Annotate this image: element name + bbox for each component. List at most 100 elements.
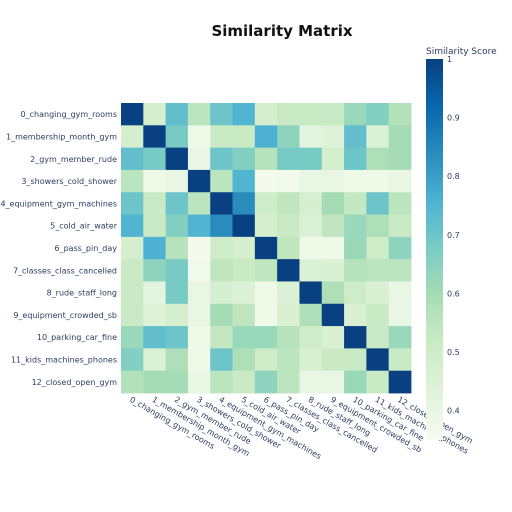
heatmap-cell <box>344 147 367 171</box>
heatmap-cell <box>121 192 144 215</box>
heatmap-cell <box>344 303 367 327</box>
heatmap-cell <box>366 147 390 171</box>
heatmap-cell <box>299 303 323 327</box>
x-axis-tick-labels: 0_changing_gym_rooms1_membership_month_g… <box>128 395 474 461</box>
heatmap-cell <box>210 147 233 171</box>
colorbar-title: Similarity Score <box>426 47 497 57</box>
heatmap-cell <box>254 169 278 193</box>
heatmap-cell <box>210 348 233 372</box>
y-tick-label: 8_rude_staff_long <box>47 289 117 298</box>
heatmap-cell <box>344 326 367 349</box>
heatmap-cell <box>388 125 412 149</box>
heatmap-cell <box>165 125 189 149</box>
heatmap-cell <box>165 281 189 305</box>
heatmap-cell <box>210 370 233 394</box>
y-tick-label: 10_parking_car_fine <box>37 333 117 342</box>
heatmap-cell <box>187 348 211 372</box>
heatmap-cell <box>165 370 189 394</box>
heatmap-cell <box>121 236 144 260</box>
heatmap-cell <box>187 103 211 126</box>
colorbar-tick-label: 0.7 <box>447 231 460 240</box>
heatmap-cell <box>232 281 256 305</box>
colorbar-tick-label: 0.9 <box>447 114 460 123</box>
heatmap-cell <box>165 147 189 171</box>
heatmap-cell <box>232 125 256 149</box>
heatmap-cell <box>344 236 367 260</box>
heatmap-cell <box>210 326 233 349</box>
heatmap-cell <box>121 103 144 126</box>
heatmap-cell <box>143 236 167 260</box>
heatmap-cell <box>254 281 278 305</box>
heatmap-cell <box>366 103 390 126</box>
heatmap-cell <box>121 370 144 394</box>
y-tick-label: 3_showers_cold_shower <box>21 177 117 186</box>
heatmap-cell <box>321 103 345 126</box>
colorbar-gradient <box>426 59 443 440</box>
heatmap-cell <box>277 259 300 282</box>
heatmap-cell <box>321 214 345 238</box>
heatmap-cell <box>344 370 367 394</box>
heatmap-cell <box>121 125 144 149</box>
heatmap-cell <box>388 326 412 349</box>
heatmap-cell <box>232 147 256 171</box>
heatmap-cell <box>299 103 323 126</box>
colorbar-tick-label: 0.8 <box>447 172 460 181</box>
heatmap-cell <box>277 303 300 327</box>
heatmap-cell <box>388 192 412 215</box>
y-tick-label: 5_cold_air_water <box>50 222 118 231</box>
heatmap-cell <box>388 236 412 260</box>
heatmap-cell <box>254 370 278 394</box>
heatmap-cell <box>143 259 167 282</box>
heatmap-cell <box>232 103 256 126</box>
heatmap-cell <box>121 348 144 372</box>
heatmap-cell <box>344 192 367 215</box>
colorbar-tick-label: 1 <box>447 55 452 64</box>
y-tick-label: 11_kids_machines_phones <box>11 356 117 365</box>
heatmap-cell <box>254 214 278 238</box>
heatmap-cell <box>254 147 278 171</box>
heatmap-cell <box>366 281 390 305</box>
y-axis-tick-labels: 0_changing_gym_rooms 1_membership_month_g… <box>0 110 117 387</box>
heatmap-cell <box>254 348 278 372</box>
colorbar-ticks: 1 0.9 0.8 0.7 0.6 0.5 0.4 <box>447 55 460 416</box>
heatmap-cell <box>344 169 367 193</box>
heatmap-cell <box>388 370 412 394</box>
heatmap-cell <box>143 125 167 149</box>
heatmap-cell <box>165 169 189 193</box>
heatmap-cell <box>165 326 189 349</box>
heatmap-cell <box>232 303 256 327</box>
heatmap-cell <box>187 281 211 305</box>
heatmap-cell <box>187 169 211 193</box>
heatmap-cell <box>277 147 300 171</box>
y-tick-label: 4_equipment_gym_machines <box>0 199 117 208</box>
heatmap-cell <box>388 348 412 372</box>
heatmap-cell <box>187 236 211 260</box>
heatmap-cell <box>165 214 189 238</box>
heatmap-cell <box>165 259 189 282</box>
heatmap-cell <box>344 348 367 372</box>
heatmap-cell <box>143 169 167 193</box>
heatmap-cell <box>210 214 233 238</box>
heatmap-cell <box>143 192 167 215</box>
heatmap-cell <box>254 192 278 215</box>
heatmap-cell <box>344 214 367 238</box>
heatmap-cell <box>165 103 189 126</box>
heatmap-cell <box>232 259 256 282</box>
heatmap-cell <box>388 169 412 193</box>
colorbar-tick-label: 0.5 <box>447 348 460 357</box>
heatmap-cell <box>299 281 323 305</box>
heatmap-cell <box>321 192 345 215</box>
heatmap-cell <box>210 236 233 260</box>
heatmap-cell <box>388 303 412 327</box>
colorbar-tick-label: 0.4 <box>447 407 460 416</box>
heatmap-cell <box>388 259 412 282</box>
heatmap-cell <box>299 236 323 260</box>
heatmap-cell <box>187 326 211 349</box>
heatmap-cell <box>143 326 167 349</box>
heatmap-cell <box>121 214 144 238</box>
heatmap-cell <box>277 236 300 260</box>
heatmap-cell <box>232 348 256 372</box>
heatmap-cell <box>232 370 256 394</box>
heatmap-cell <box>210 303 233 327</box>
